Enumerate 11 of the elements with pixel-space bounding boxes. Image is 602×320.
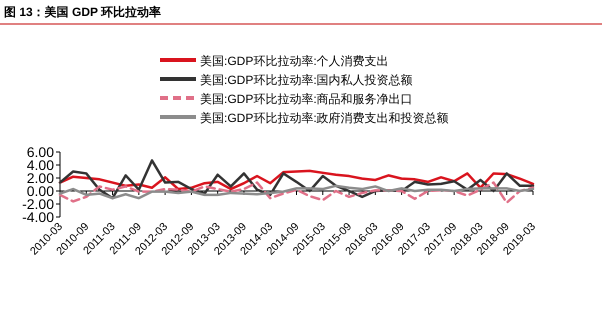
ytick: 2.00 [26,170,54,186]
ytick: 4.00 [26,157,54,173]
legend-label: 美国:GDP环比拉动率:政府消费支出和投资总额 [200,111,449,125]
ytick: 6.00 [26,144,54,160]
ytick: -2.00 [22,196,54,212]
legend-label: 美国:GDP环比拉动率:商品和服务净出口 [200,92,413,106]
ytick: 0.00 [26,183,54,199]
ytick: -4.00 [22,209,54,225]
legend-label: 美国:GDP环比拉动率:个人消费支出 [200,54,389,68]
title: 图 13：美国 GDP 环比拉动率 [4,5,162,19]
legend-label: 美国:GDP环比拉动率:国内私人投资总额 [200,73,413,87]
